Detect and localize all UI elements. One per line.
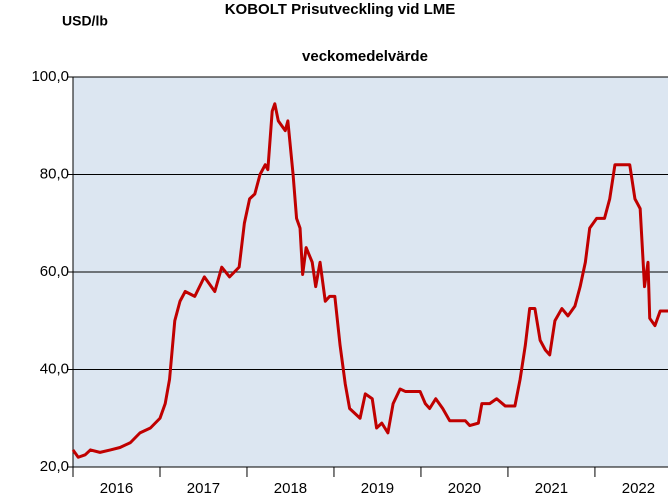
x-tick-label: 2018 <box>274 480 307 497</box>
x-tick-label: 2021 <box>535 480 568 497</box>
x-tick-label: 2022 <box>622 480 655 497</box>
x-tick-label: 2020 <box>448 480 481 497</box>
y-axis-label: USD/lb <box>62 13 108 29</box>
x-tick-label: 2019 <box>361 480 394 497</box>
x-tick-label: 2017 <box>187 480 220 497</box>
chart-title: KOBOLT Prisutveckling vid LME <box>225 1 456 18</box>
chart-subtitle: veckomedelvärde <box>302 48 428 65</box>
price-line <box>71 102 668 459</box>
y-tick-label: 40,0 <box>40 360 69 377</box>
y-tick-label: 60,0 <box>40 263 69 280</box>
y-tick-label: 100,0 <box>31 68 69 85</box>
x-tick-label: 2016 <box>100 480 133 497</box>
y-tick-label: 80,0 <box>40 165 69 182</box>
y-tick-label: 20,0 <box>40 458 69 475</box>
